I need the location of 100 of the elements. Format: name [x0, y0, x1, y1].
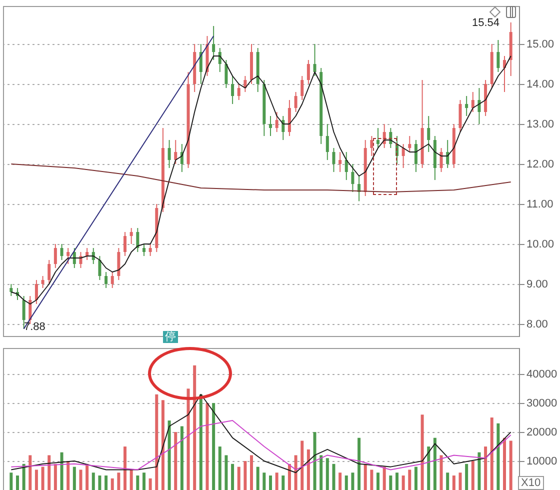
- candlestick: [275, 112, 278, 132]
- bar: [193, 365, 196, 490]
- bar: [465, 464, 468, 490]
- candlestick: [142, 244, 146, 256]
- candlestick: [465, 96, 468, 116]
- candlestick: [458, 100, 462, 132]
- y-tick-label: 11.00: [526, 198, 554, 210]
- bar: [458, 472, 462, 490]
- bar: [294, 455, 298, 490]
- y-tick-label: 15.00: [526, 38, 554, 50]
- candlestick: [313, 44, 316, 76]
- candlestick: [148, 244, 152, 256]
- bar: [124, 446, 127, 490]
- annotation: 15.54: [471, 17, 501, 29]
- bar: [117, 472, 120, 490]
- candlestick: [174, 140, 178, 164]
- candlestick: [104, 272, 108, 288]
- candlestick: [332, 148, 336, 172]
- candlestick: [212, 26, 216, 60]
- candlestick: [427, 116, 430, 152]
- candlestick: [199, 44, 202, 84]
- bar: [54, 464, 57, 490]
- bar: [224, 455, 228, 490]
- candlestick: [471, 92, 474, 112]
- text: X10: [518, 476, 544, 490]
- candlestick: [66, 248, 70, 264]
- bar: [275, 472, 278, 490]
- y-tick-label: 10000: [526, 456, 558, 468]
- bar: [161, 400, 164, 490]
- candlestick: [231, 76, 234, 104]
- bar: [332, 464, 336, 490]
- y-tick-label: 8.00: [526, 318, 548, 330]
- bar: [244, 461, 247, 490]
- candlestick: [60, 244, 64, 260]
- bar: [86, 464, 89, 490]
- candlestick: [408, 136, 412, 152]
- bar: [130, 470, 133, 490]
- candlestick: [294, 92, 298, 112]
- bar: [28, 455, 32, 490]
- candlestick: [130, 228, 133, 244]
- y-tick-label: 12.00: [526, 158, 554, 170]
- bar: [104, 476, 108, 490]
- y-tick-label: 30000: [526, 398, 558, 410]
- candlestick: [306, 60, 310, 84]
- bar: [395, 472, 398, 490]
- bar: [484, 446, 488, 490]
- bar: [402, 476, 405, 490]
- bar: [218, 446, 222, 490]
- y-tick-label: 9.00: [526, 278, 548, 290]
- candlestick: [268, 116, 272, 136]
- bar: [136, 476, 140, 490]
- bar: [338, 472, 342, 490]
- y-tick-label: 40000: [526, 368, 558, 381]
- bar: [420, 414, 424, 490]
- candlestick: [351, 164, 354, 192]
- bar: [41, 466, 44, 490]
- bar: [72, 466, 76, 490]
- bar: [34, 470, 38, 490]
- candlestick: [344, 152, 348, 180]
- bar: [60, 452, 64, 490]
- bar: [300, 440, 304, 490]
- annotation: 7.88: [23, 321, 46, 333]
- bar: [268, 476, 272, 490]
- candlestick: [136, 228, 140, 252]
- bar: [351, 472, 354, 490]
- bar: [440, 455, 443, 490]
- y-tick-label: 13.00: [526, 118, 554, 130]
- bar: [326, 458, 329, 490]
- line-series: [10, 394, 512, 474]
- candlestick: [34, 280, 38, 304]
- bar: [237, 466, 240, 490]
- bar: [306, 449, 310, 490]
- bar: [231, 464, 234, 490]
- bar: [168, 420, 171, 490]
- candlestick: [338, 152, 342, 172]
- bar: [212, 403, 216, 490]
- candlestick: [110, 272, 114, 288]
- candlestick: [376, 128, 380, 148]
- bar: [250, 455, 254, 490]
- bar: [199, 394, 202, 490]
- candlestick: [124, 232, 127, 256]
- candlestick: [168, 140, 171, 168]
- bar: [427, 446, 430, 490]
- y-tick-label: 20000: [526, 426, 558, 439]
- candlestick: [224, 60, 228, 88]
- bar: [433, 438, 436, 490]
- bar: [262, 472, 266, 490]
- bar: [186, 388, 190, 490]
- bar: [358, 438, 361, 490]
- bar: [496, 423, 500, 490]
- candlestick: [496, 40, 500, 72]
- candlestick: [440, 148, 443, 172]
- bar: [142, 472, 146, 490]
- bar: [389, 476, 392, 490]
- bar: [288, 464, 291, 490]
- bar: [48, 455, 51, 490]
- bar: [313, 432, 316, 490]
- bar: [16, 476, 19, 490]
- candlestick: [370, 136, 374, 156]
- annotation: 停: [163, 331, 178, 343]
